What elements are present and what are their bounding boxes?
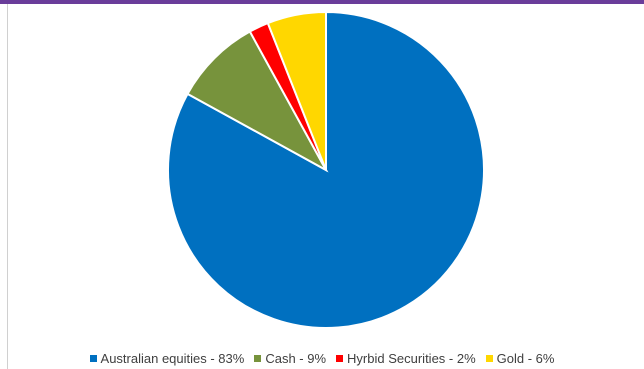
legend-label-australian-equities: Australian equities - 83% — [100, 350, 245, 366]
legend-swatch-cash — [254, 354, 262, 362]
chart-legend: Australian equities - 83% Cash - 9% Hyrb… — [0, 349, 644, 367]
top-accent-bar — [0, 0, 644, 4]
pie-slice-cash — [186, 30, 329, 173]
legend-label-hyrbid-securities: Hyrbid Securities - 2% — [347, 350, 476, 366]
pie-slices — [167, 10, 485, 329]
legend-item-hyrbid-securities: Hyrbid Securities - 2% — [336, 351, 476, 366]
pie-chart — [167, 10, 485, 329]
legend-swatch-australian-equities — [89, 354, 97, 362]
legend-item-australian-equities: Australian equities - 83% — [89, 350, 245, 366]
left-border-line — [7, 4, 8, 369]
legend-label-cash: Cash - 9% — [265, 350, 327, 366]
legend-swatch-hyrbid-securities — [336, 354, 344, 362]
legend-item-cash: Cash - 9% — [254, 351, 326, 366]
legend-swatch-gold — [485, 354, 493, 362]
legend-label-gold: Gold - 6% — [496, 350, 555, 366]
pie-slice-gold — [266, 10, 327, 171]
legend-item-gold: Gold - 6% — [485, 350, 555, 366]
